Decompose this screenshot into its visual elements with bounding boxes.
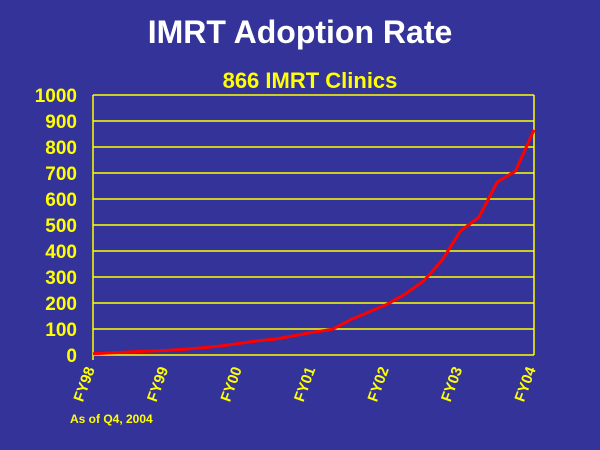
footnote: As of Q4, 2004	[70, 412, 153, 426]
y-tick-label: 200	[45, 294, 77, 315]
y-tick-label: 900	[45, 112, 77, 133]
x-tick-label: FY03	[438, 365, 466, 405]
x-tick-label: FY04	[512, 364, 540, 404]
chart-title: IMRT Adoption Rate	[147, 14, 453, 50]
x-tick-label: FY98	[71, 365, 99, 405]
y-tick-label: 300	[45, 268, 77, 289]
chart-subtitle: 866 IMRT Clinics	[222, 68, 398, 93]
x-tick-label: FY01	[291, 365, 319, 405]
y-tick-label: 100	[45, 320, 77, 341]
x-tick-label: FY99	[144, 365, 172, 405]
y-tick-label: 800	[45, 138, 77, 159]
y-tick-label: 400	[45, 242, 77, 263]
x-tick-label: FY00	[218, 365, 246, 405]
x-tick-label: FY02	[365, 365, 393, 405]
y-tick-label: 700	[45, 164, 77, 185]
y-tick-label: 500	[45, 216, 77, 237]
y-tick-label: 1000	[35, 86, 77, 107]
y-tick-label: 600	[45, 190, 77, 211]
series-line	[92, 129, 536, 356]
y-tick-label: 0	[66, 346, 77, 367]
